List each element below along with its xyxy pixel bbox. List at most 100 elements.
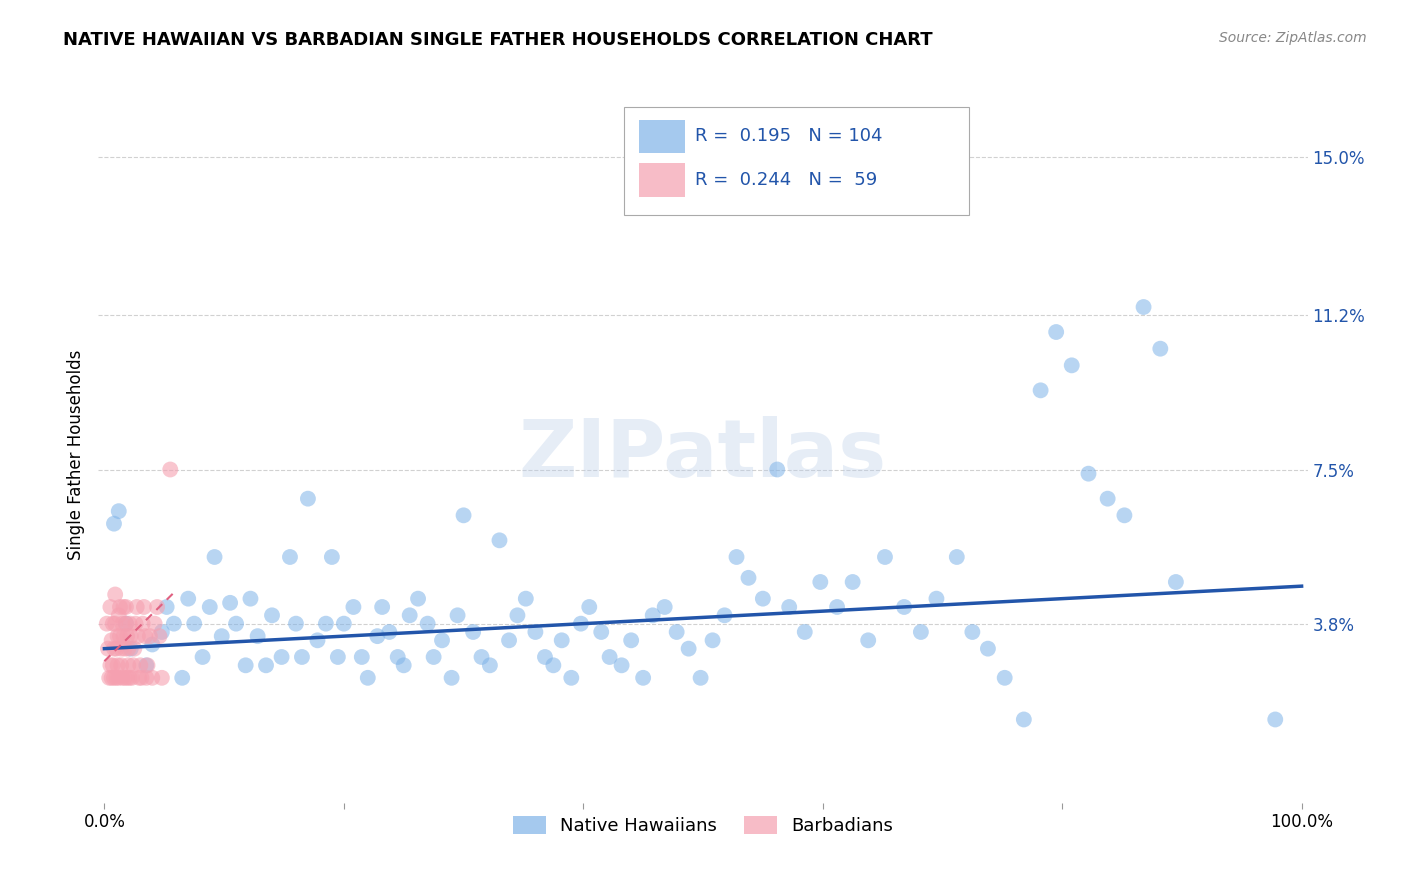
Point (103, 641, 125, 656)
Point (112, 599, 135, 614)
Point (148, 629, 170, 643)
Point (246, 629, 269, 643)
Point (211, 629, 233, 643)
Point (297, 491, 319, 506)
Point (463, 625, 485, 640)
Point (111, 671, 134, 685)
Point (307, 633, 329, 648)
Point (1164, 574, 1187, 589)
Point (143, 616, 166, 631)
Y-axis label: Single Father Households: Single Father Households (66, 350, 84, 560)
Point (925, 591, 948, 606)
Point (371, 599, 394, 614)
Point (689, 671, 711, 685)
Point (766, 462, 789, 476)
Point (183, 616, 205, 631)
Point (111, 616, 134, 631)
Point (121, 671, 143, 685)
Point (115, 616, 138, 631)
Bar (638, 120, 685, 153)
Point (135, 658, 157, 673)
Point (141, 671, 163, 685)
Point (100, 633, 122, 648)
Point (350, 650, 373, 665)
Point (858, 633, 880, 648)
Text: R =  0.244   N =  59: R = 0.244 N = 59 (695, 171, 877, 189)
Point (1149, 342, 1171, 356)
Point (962, 625, 984, 640)
Point (778, 599, 800, 614)
Point (498, 633, 520, 648)
Point (108, 599, 131, 614)
Point (808, 574, 831, 589)
Point (118, 616, 141, 631)
Point (406, 591, 429, 606)
Text: R =  0.195   N = 104: R = 0.195 N = 104 (695, 128, 882, 145)
Point (105, 671, 128, 685)
Point (96, 616, 118, 631)
Point (159, 462, 181, 476)
Point (132, 599, 155, 614)
Point (488, 533, 510, 548)
Point (101, 658, 124, 673)
Point (333, 616, 356, 631)
Point (125, 599, 148, 614)
Point (543, 658, 565, 673)
Point (378, 625, 401, 640)
Text: NATIVE HAWAIIAN VS BARBADIAN SINGLE FATHER HOUSEHOLDS CORRELATION CHART: NATIVE HAWAIIAN VS BARBADIAN SINGLE FATH… (63, 31, 934, 49)
Point (270, 650, 292, 665)
Point (198, 599, 221, 614)
Point (321, 549, 343, 564)
Point (97, 641, 120, 656)
Point (1012, 713, 1035, 727)
Point (470, 650, 492, 665)
Point (910, 625, 932, 640)
Point (342, 599, 364, 614)
Point (117, 658, 139, 673)
Point (122, 658, 145, 673)
Point (107, 658, 129, 673)
Point (422, 650, 444, 665)
Point (239, 591, 262, 606)
Point (599, 650, 621, 665)
Point (117, 641, 139, 656)
Point (114, 641, 136, 656)
Point (107, 671, 129, 685)
Point (105, 641, 128, 656)
Point (135, 671, 157, 685)
Point (551, 633, 574, 648)
Point (110, 641, 132, 656)
Point (752, 591, 775, 606)
Point (139, 629, 162, 643)
Point (131, 671, 153, 685)
Bar (638, 163, 685, 197)
Point (366, 629, 388, 643)
Point (204, 549, 226, 564)
Point (1114, 508, 1136, 523)
Point (104, 587, 127, 601)
Point (841, 574, 863, 589)
Point (110, 658, 132, 673)
Point (478, 658, 501, 673)
Point (641, 608, 664, 623)
Point (115, 599, 138, 614)
Point (163, 616, 186, 631)
Point (128, 671, 150, 685)
Point (134, 629, 156, 643)
Point (115, 616, 138, 631)
Point (120, 629, 142, 643)
Point (115, 671, 138, 685)
Point (515, 591, 537, 606)
Point (136, 658, 159, 673)
Point (357, 671, 380, 685)
Point (392, 658, 415, 673)
Point (260, 608, 283, 623)
Point (127, 629, 149, 643)
Point (440, 671, 463, 685)
Point (124, 641, 146, 656)
Point (946, 549, 969, 564)
Point (737, 571, 759, 585)
Point (291, 650, 314, 665)
Point (146, 599, 169, 614)
Point (114, 671, 136, 685)
